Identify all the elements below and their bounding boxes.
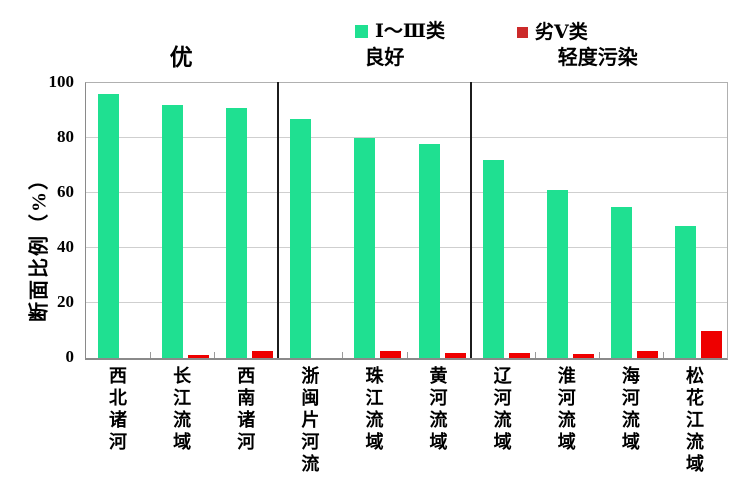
x-category-label: 浙闽片河流 (299, 366, 320, 476)
green-bar (98, 94, 119, 358)
green-bar (610, 206, 632, 358)
red-bar (700, 330, 722, 358)
green-bar (354, 138, 376, 358)
y-tick-label-20: 20 (57, 292, 74, 311)
x-axis-minor-tick (406, 352, 408, 358)
x-axis-minor-tick (150, 352, 152, 358)
y-tick-label-60: 60 (57, 182, 74, 201)
gridline-60 (86, 192, 727, 193)
y-tick-label-100: 100 (48, 72, 75, 91)
red-bar (252, 351, 274, 358)
red-bar (188, 355, 210, 358)
red-bar (636, 351, 658, 358)
legend-item-inferior5: 劣Ⅴ类 (517, 23, 588, 42)
x-category-label: 长江流域 (171, 366, 192, 454)
section-label: 优 (169, 45, 193, 70)
y-tick-label-0: 0 (65, 347, 75, 366)
legend-swatch-red (517, 27, 528, 38)
x-category-label: 西北诸河 (107, 366, 128, 454)
red-bar (444, 352, 466, 358)
x-axis-minor-tick (534, 352, 536, 358)
x-category-label: 海河流域 (619, 366, 640, 454)
section-divider (469, 82, 472, 358)
y-tick-label-40: 40 (57, 237, 74, 256)
legend-label-class1to3: Ⅰ～Ⅲ类 (375, 21, 446, 42)
plot-area (85, 82, 728, 360)
legend-label-inferior5: 劣Ⅴ类 (535, 22, 588, 43)
green-bar (674, 226, 696, 358)
section-label: 良好 (364, 47, 405, 69)
x-category-label: 西南诸河 (235, 366, 256, 454)
red-bar (572, 353, 594, 358)
green-bar (482, 160, 504, 358)
green-bar (162, 105, 184, 358)
green-bar (418, 143, 440, 358)
green-bar (546, 190, 568, 358)
red-bar (508, 352, 530, 358)
red-bar (380, 351, 402, 358)
x-category-label: 松花江流域 (683, 366, 704, 476)
x-category-label: 淮河流域 (555, 366, 576, 454)
x-axis-minor-tick (214, 352, 216, 358)
x-category-label: 辽河流域 (491, 366, 512, 454)
gridline-20 (86, 302, 727, 303)
gridline-40 (86, 247, 727, 248)
x-axis-minor-tick (662, 352, 664, 358)
x-axis-minor-tick (598, 352, 600, 358)
y-tick-label-80: 80 (57, 127, 74, 146)
green-bar (226, 107, 248, 358)
legend-swatch-green (355, 25, 368, 38)
green-bar (290, 118, 312, 358)
gridline-80 (86, 137, 727, 138)
section-label: 轻度污染 (557, 47, 638, 69)
section-divider (277, 82, 280, 358)
legend-item-class1to3: Ⅰ～Ⅲ类 (355, 22, 445, 41)
x-category-label: 黄河流域 (427, 366, 448, 454)
x-axis-minor-tick (342, 352, 344, 358)
x-category-label: 珠江流域 (363, 366, 384, 454)
